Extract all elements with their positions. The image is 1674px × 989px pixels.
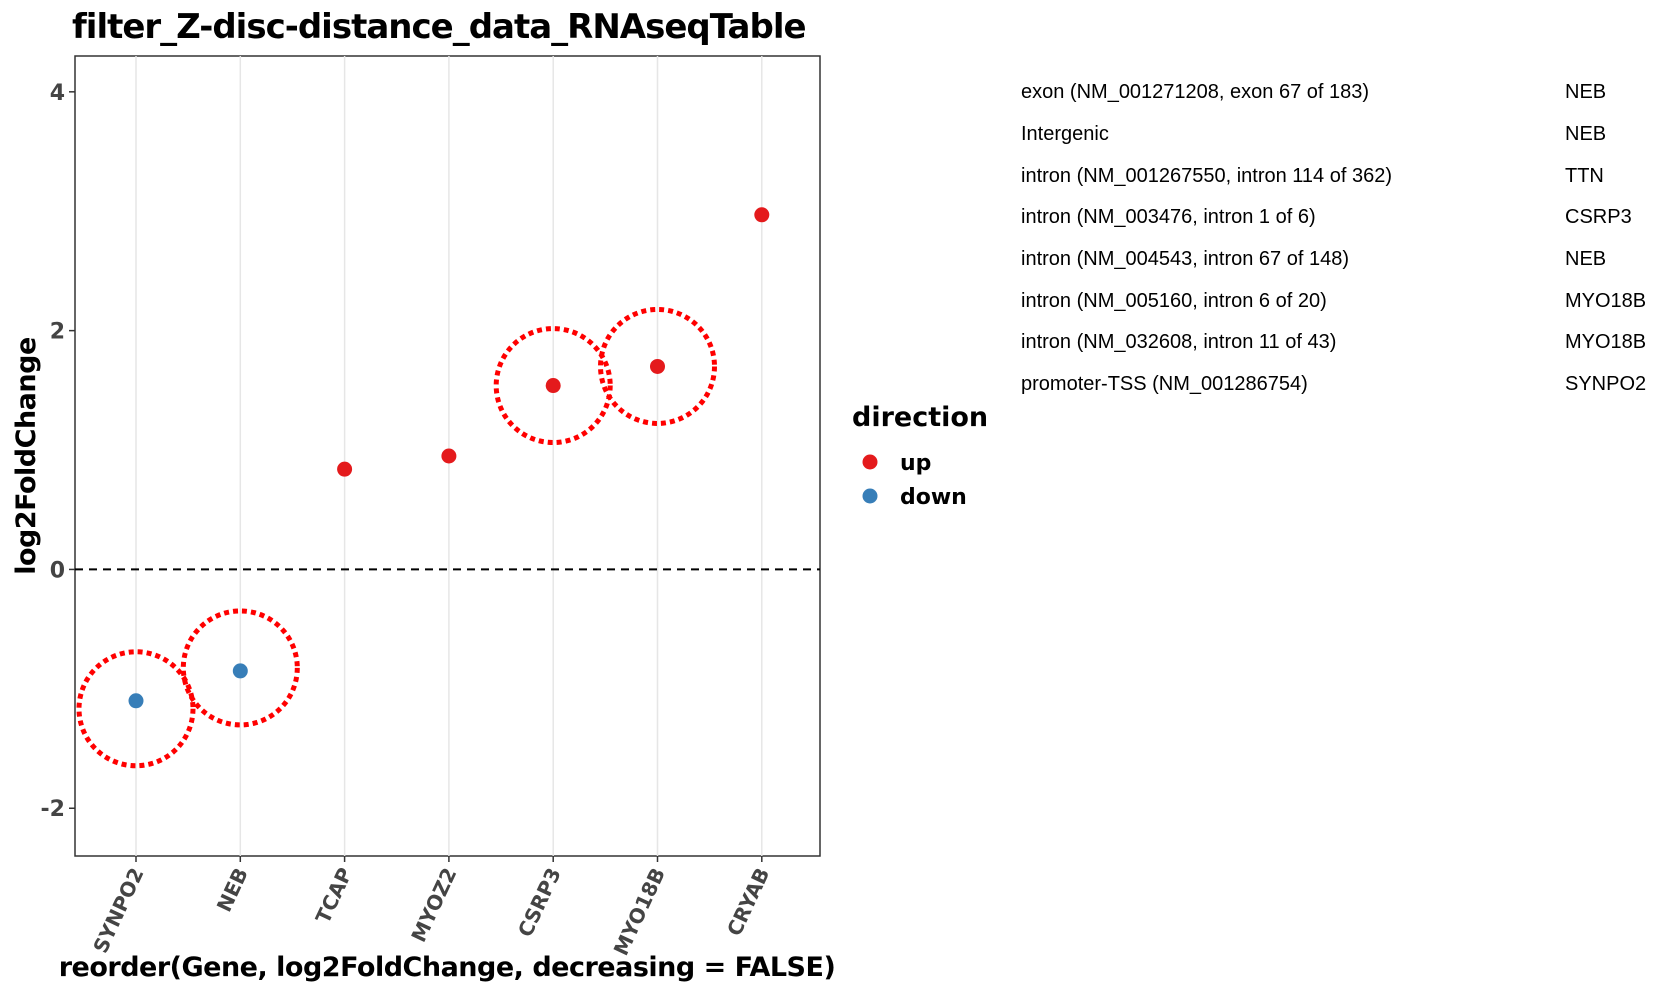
y-tick-label: -2 [41,797,65,822]
gene-cell: MYO18B [1565,289,1647,312]
legend-title: direction [852,402,988,433]
x-tick-label: MYO18B [609,864,670,959]
gene-cell: NEB [1565,248,1607,271]
annotation-cell: intron (NM_003476, intron 1 of 6) [1021,206,1316,229]
data-point [337,461,353,477]
annotation-cell: Intergenic [1021,123,1109,146]
gene-cell: CSRP3 [1565,206,1632,229]
annotation-table: exon (NM_001271208, exon 67 of 183) NEB In… [1021,72,1646,406]
annotation-cell: promoter-TSS (NM_001286754) [1021,373,1308,396]
y-axis-ticks: -2 0 2 4 [41,81,75,822]
x-axis-title: reorder(Gene, log2FoldChange, decreasing… [59,952,836,983]
chart-title: filter_Z-disc-distance_data_RNAseqTable [72,7,806,47]
x-tick-label: CRYAB [722,864,774,940]
legend-label: down [900,485,967,510]
highlight-circle [493,326,613,446]
scatter-chart: filter_Z-disc-distance_data_RNAseqTable … [11,7,988,983]
grid-lines [135,56,763,856]
data-point [650,358,665,374]
gene-cell: SYNPO2 [1565,373,1647,396]
annotation-row: intron (NM_005160, intron 6 of 20) MYO18B [1021,280,1646,322]
x-tick-label: MYOZ2 [406,864,461,946]
highlight-circles [76,306,717,769]
annotation-cell: intron (NM_004543, intron 67 of 148) [1021,248,1349,271]
y-tick-label: 2 [50,320,65,345]
annotation-row: intron (NM_004543, intron 67 of 148) NEB [1021,239,1646,281]
annotation-cell: intron (NM_032608, intron 11 of 43) [1021,331,1337,354]
highlight-circle [76,649,196,769]
legend: up down [862,451,967,510]
gene-cell: MYO18B [1565,331,1647,354]
data-point [754,207,770,223]
legend-key [862,454,878,470]
data-point [128,693,144,709]
gene-cell: NEB [1565,123,1607,146]
legend-label: up [900,451,931,476]
x-tick-label: CSRP3 [513,864,566,941]
y-tick-label: 0 [50,558,65,583]
annotation-row: promoter-TSS (NM_001286754) SYNPO2 [1021,364,1646,406]
x-tick-label: SYNPO2 [88,864,148,957]
annotation-row: intron (NM_003476, intron 1 of 6) CSRP3 [1021,197,1646,239]
gene-cell: NEB [1565,81,1607,104]
annotation-row: Intergenic NEB [1021,114,1646,156]
annotation-cell: exon (NM_001271208, exon 67 of 183) [1021,81,1370,104]
data-point [232,663,248,679]
gene-cell: TTN [1565,164,1604,187]
annotation-cell: intron (NM_001267550, intron 114 of 362) [1021,164,1392,187]
highlight-circle [598,306,717,426]
annotation-row: exon (NM_001271208, exon 67 of 183) NEB [1021,72,1646,114]
x-tick-label: TCAP [311,864,357,927]
data-point [545,378,561,394]
highlight-circle [180,608,300,728]
data-points [128,207,770,709]
y-tick-label: 4 [50,81,65,106]
x-axis-ticks: SYNPO2 NEB TCAP MYOZ2 CSRP3 MYO18B CRYAB [88,856,774,959]
x-tick-label: NEB [212,864,253,916]
legend-key [862,488,878,504]
annotation-row: intron (NM_001267550, intron 114 of 362)… [1021,155,1646,197]
data-point [441,448,457,464]
annotation-cell: intron (NM_005160, intron 6 of 20) [1021,289,1327,312]
annotation-row: intron (NM_032608, intron 11 of 43) MYO18… [1021,322,1646,364]
y-axis-title: log2FoldChange [11,337,42,575]
